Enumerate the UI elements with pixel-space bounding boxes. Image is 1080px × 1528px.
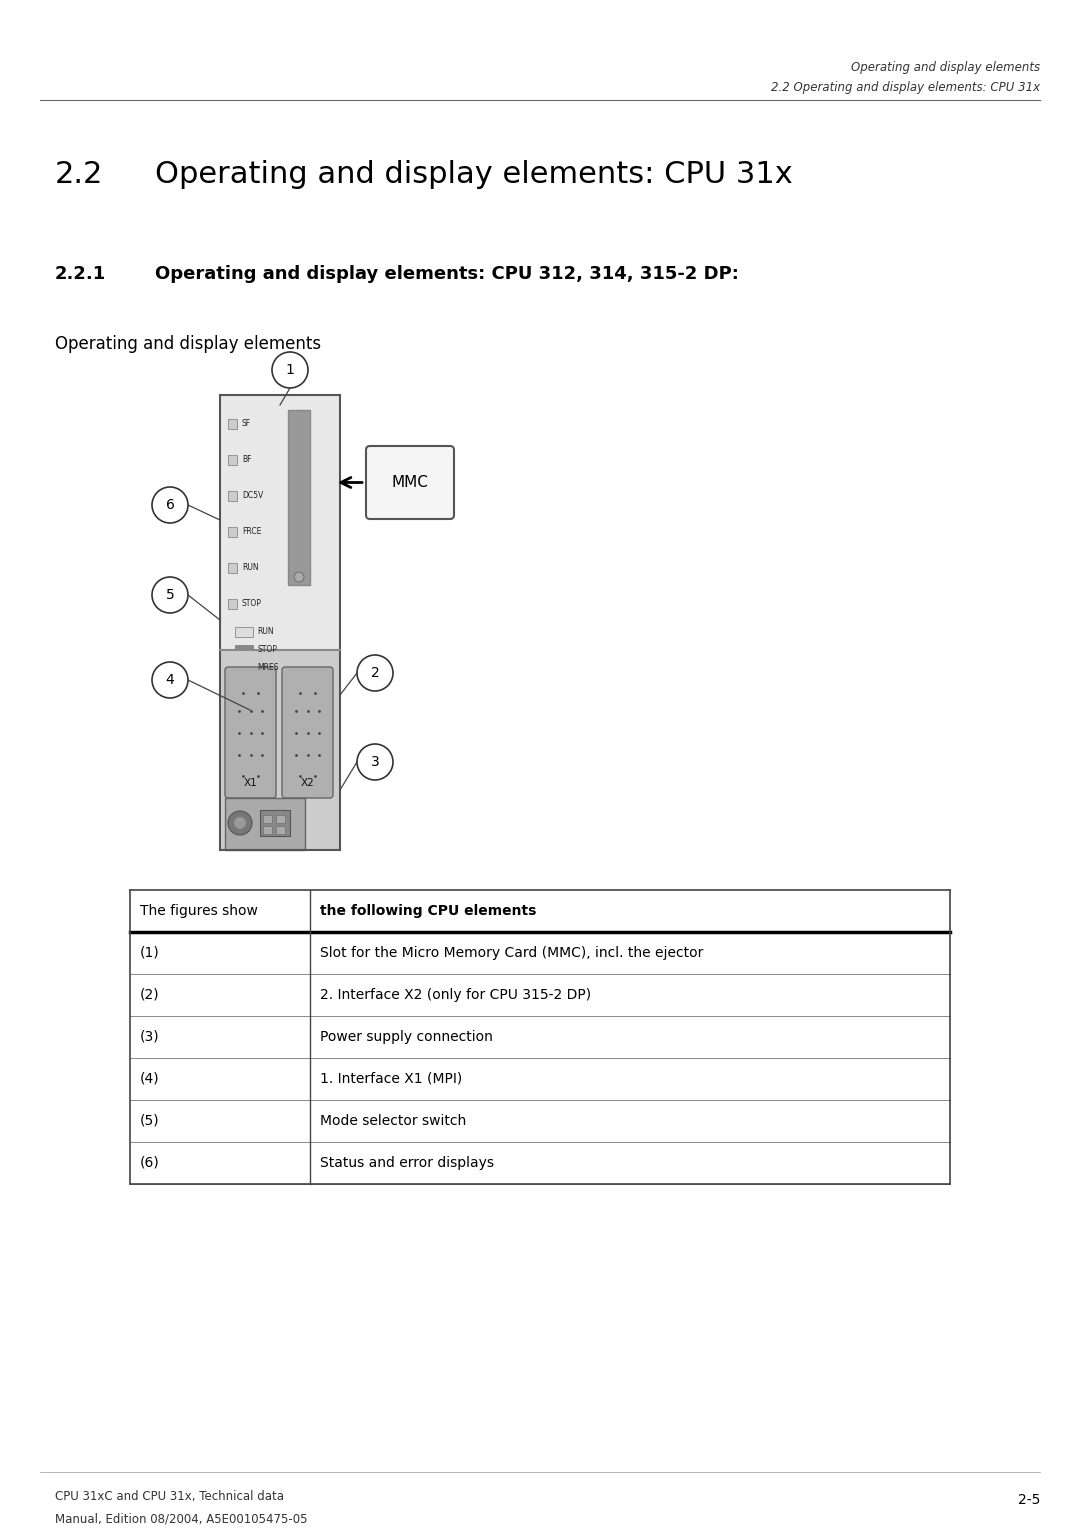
Text: SF: SF — [242, 419, 252, 428]
Text: (1): (1) — [140, 946, 160, 960]
Text: X2: X2 — [300, 778, 314, 788]
Bar — [228, 527, 237, 536]
Text: Power supply connection: Power supply connection — [320, 1030, 492, 1044]
Text: (5): (5) — [140, 1114, 160, 1128]
Text: STOP: STOP — [257, 645, 276, 654]
Text: FRCE: FRCE — [242, 527, 261, 535]
Circle shape — [234, 817, 246, 830]
Text: 2-5: 2-5 — [1017, 1493, 1040, 1507]
Text: Operating and display elements: Operating and display elements — [851, 61, 1040, 75]
Text: Operating and display elements: Operating and display elements — [55, 335, 321, 353]
FancyBboxPatch shape — [225, 668, 276, 798]
Bar — [276, 814, 285, 824]
FancyBboxPatch shape — [366, 446, 454, 520]
Text: X1: X1 — [244, 778, 257, 788]
Text: 5: 5 — [165, 588, 174, 602]
Text: the following CPU elements: the following CPU elements — [320, 905, 537, 918]
Bar — [228, 490, 237, 501]
Text: 4: 4 — [165, 672, 174, 688]
Text: (3): (3) — [140, 1030, 160, 1044]
Bar — [260, 810, 291, 836]
Circle shape — [152, 662, 188, 698]
Bar — [228, 419, 237, 429]
Text: 1. Interface X1 (MPI): 1. Interface X1 (MPI) — [320, 1073, 462, 1086]
Text: (4): (4) — [140, 1073, 160, 1086]
Bar — [288, 410, 310, 585]
Text: The figures show: The figures show — [140, 905, 258, 918]
Bar — [228, 599, 237, 610]
Circle shape — [357, 744, 393, 779]
Text: BF: BF — [242, 454, 252, 463]
Text: STOP: STOP — [242, 599, 261, 608]
Text: Slot for the Micro Memory Card (MMC), incl. the ejector: Slot for the Micro Memory Card (MMC), in… — [320, 946, 703, 960]
Bar — [228, 562, 237, 573]
Text: MMC: MMC — [392, 475, 429, 490]
Circle shape — [272, 351, 308, 388]
Text: (2): (2) — [140, 989, 160, 1002]
Text: (6): (6) — [140, 1157, 160, 1170]
Text: Manual, Edition 08/2004, A5E00105475-05: Manual, Edition 08/2004, A5E00105475-05 — [55, 1513, 308, 1525]
Text: Mode selector switch: Mode selector switch — [320, 1114, 467, 1128]
Text: RUN: RUN — [257, 626, 273, 636]
Bar — [225, 798, 305, 850]
Text: 3: 3 — [370, 755, 379, 769]
Circle shape — [152, 487, 188, 523]
Bar — [235, 663, 253, 672]
Circle shape — [294, 571, 303, 582]
Bar — [220, 396, 340, 850]
Text: 2. Interface X2 (only for CPU 315-2 DP): 2. Interface X2 (only for CPU 315-2 DP) — [320, 989, 591, 1002]
Text: Status and error displays: Status and error displays — [320, 1157, 494, 1170]
Text: RUN: RUN — [242, 562, 258, 571]
Text: Operating and display elements: CPU 312, 314, 315-2 DP:: Operating and display elements: CPU 312,… — [156, 264, 739, 283]
Text: 1: 1 — [285, 364, 295, 377]
Bar — [235, 626, 253, 637]
Bar — [264, 814, 272, 824]
Bar — [276, 827, 285, 834]
Text: Operating and display elements: CPU 31x: Operating and display elements: CPU 31x — [156, 160, 793, 189]
Text: MRES: MRES — [257, 663, 279, 671]
Text: 2.2 Operating and display elements: CPU 31x: 2.2 Operating and display elements: CPU … — [771, 81, 1040, 95]
Bar — [228, 455, 237, 465]
FancyArrowPatch shape — [341, 477, 362, 487]
Bar — [220, 649, 340, 850]
Text: DC5V: DC5V — [242, 490, 264, 500]
Text: 2.2: 2.2 — [55, 160, 104, 189]
Bar — [264, 827, 272, 834]
Circle shape — [152, 578, 188, 613]
Text: 2: 2 — [370, 666, 379, 680]
Bar — [235, 645, 253, 656]
Text: CPU 31xC and CPU 31x, Technical data: CPU 31xC and CPU 31x, Technical data — [55, 1490, 284, 1504]
Text: 6: 6 — [165, 498, 175, 512]
Bar — [220, 396, 340, 649]
Text: 2.2.1: 2.2.1 — [55, 264, 106, 283]
Circle shape — [357, 656, 393, 691]
FancyBboxPatch shape — [282, 668, 333, 798]
Circle shape — [228, 811, 252, 834]
